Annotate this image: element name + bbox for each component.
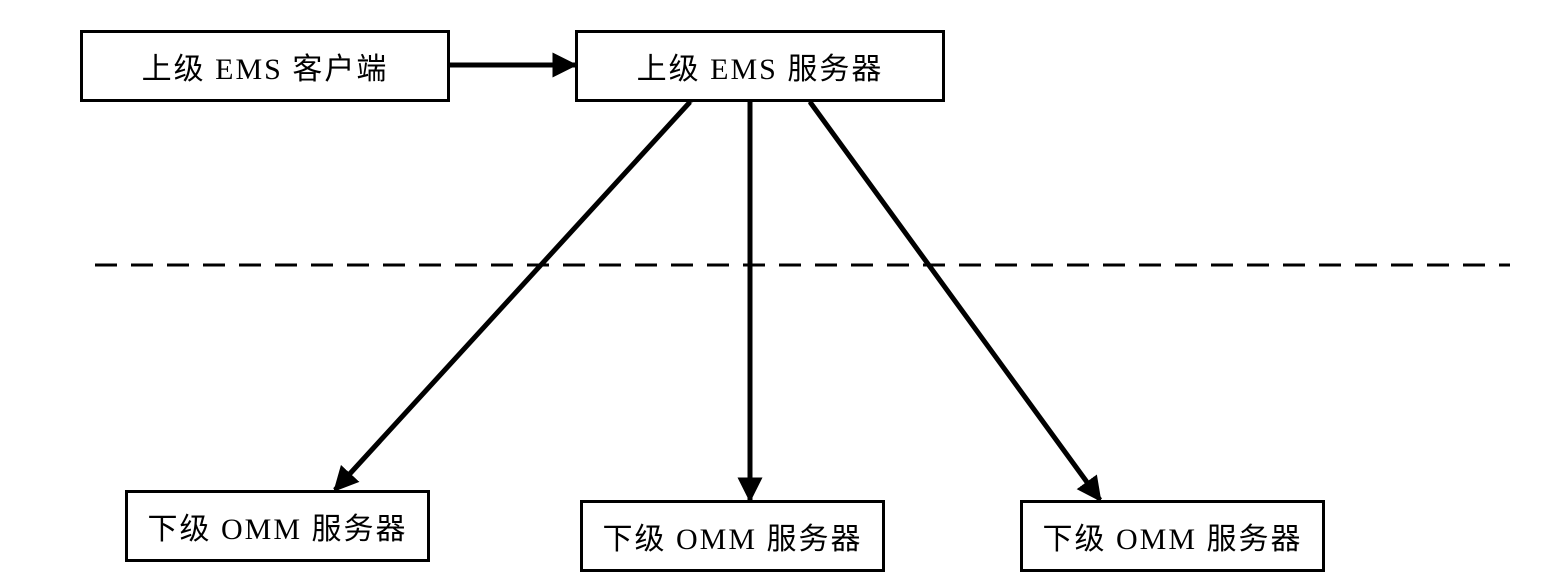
node-label: 上级 EMS 客户端 — [142, 44, 389, 88]
node-omm-server-3: 下级 OMM 服务器 — [1020, 500, 1325, 572]
edge-ems_server-omm1 — [335, 102, 690, 490]
node-omm-server-1: 下级 OMM 服务器 — [125, 490, 430, 562]
diagram-canvas: 上级 EMS 客户端 上级 EMS 服务器 下级 OMM 服务器 下级 OMM … — [0, 0, 1551, 583]
node-label: 下级 OMM 服务器 — [602, 514, 862, 558]
node-label: 下级 OMM 服务器 — [147, 504, 407, 548]
node-ems-server: 上级 EMS 服务器 — [575, 30, 945, 102]
node-omm-server-2: 下级 OMM 服务器 — [580, 500, 885, 572]
edge-ems_server-omm3 — [810, 102, 1100, 500]
node-label: 下级 OMM 服务器 — [1042, 514, 1302, 558]
node-label: 上级 EMS 服务器 — [637, 44, 884, 88]
node-ems-client: 上级 EMS 客户端 — [80, 30, 450, 102]
